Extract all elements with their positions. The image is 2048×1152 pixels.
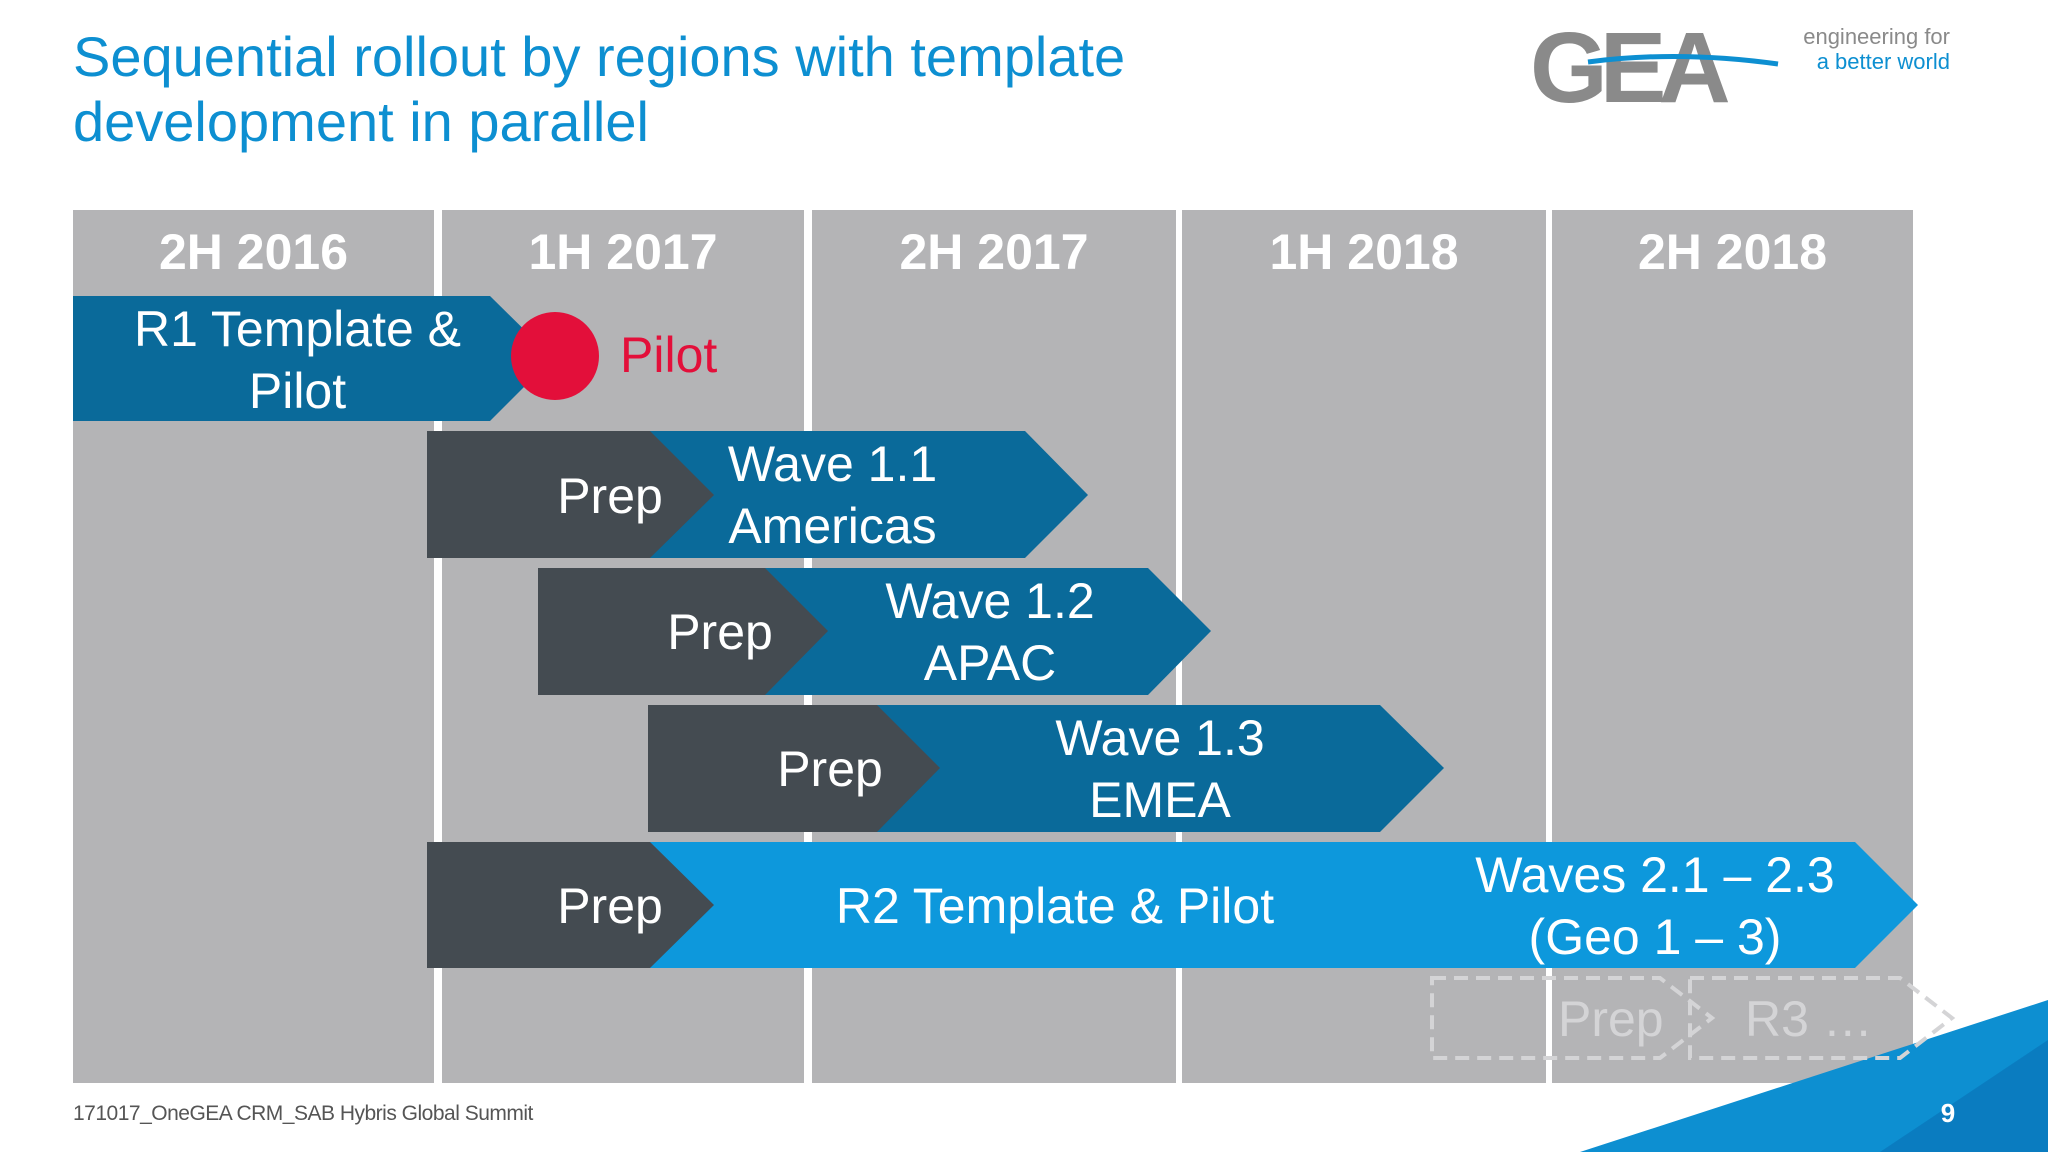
gea-logo: GEA [1530, 22, 1779, 117]
wave-1-1-prep-arrow [427, 431, 714, 558]
wave-1-1-line-2: Americas [728, 498, 937, 554]
logo-wordmark: GEA [1530, 22, 1728, 117]
tagline-line-1: engineering for [1803, 24, 1950, 49]
wave-1-3-label: Wave 1.3 EMEA [960, 707, 1360, 831]
wave-1-2-line-1: Wave 1.2 [885, 573, 1095, 629]
wave-1-3-prep-arrow [648, 705, 940, 832]
wave-1-2-prep-label: Prep [667, 604, 773, 660]
wave-1-2-arrow [765, 568, 1211, 695]
r2-prep-label: Prep [557, 878, 663, 934]
wave-1-1-line-1: Wave 1.1 [727, 436, 938, 492]
r3-prep-label: Prep [1558, 991, 1664, 1047]
wave-1-2-label: Wave 1.2 APAC [830, 570, 1150, 694]
column-header-1h-2017: 1H 2017 [528, 224, 718, 280]
r2-prep-arrow [427, 842, 714, 968]
r3-label: R3 … [1745, 991, 1873, 1047]
r2-arrow [650, 842, 1918, 968]
column-header-2h-2017: 2H 2017 [899, 224, 1089, 280]
r1-template-arrow [73, 296, 553, 421]
r1-line-2: Pilot [248, 363, 347, 419]
wave-1-2-prep-arrow [538, 568, 828, 695]
wave-1-3-arrow [877, 705, 1444, 832]
page-number: 9 [1940, 1098, 1956, 1128]
column-header-1h-2018: 1H 2018 [1269, 224, 1459, 280]
r1-template-label: R1 Template & Pilot [90, 298, 505, 422]
page-title: Sequential rollout by regions with templ… [73, 24, 1313, 154]
column-header-2h-2016: 2H 2016 [158, 224, 349, 280]
column-header-2h-2018: 2H 2018 [1637, 224, 1828, 280]
r3-ghost-arrow [1430, 976, 1956, 1060]
wave-1-1-arrow [650, 431, 1088, 558]
r1-line-1: R1 Template & [133, 301, 462, 357]
corner-decoration [1580, 1000, 2048, 1152]
pilot-dot [511, 312, 599, 400]
corner-decoration-light [1880, 1040, 2048, 1152]
title-line-1: Sequential rollout by regions with templ… [73, 25, 1126, 88]
logo-swoosh [1587, 53, 1779, 67]
footer-text: 171017_OneGEA CRM_SAB Hybris Global Summ… [73, 1102, 533, 1125]
pilot-label: Pilot [620, 327, 718, 383]
wave-1-1-prep-label: Prep [557, 468, 663, 524]
r2-waves-line-2: (Geo 1 – 3) [1528, 909, 1782, 965]
logo-tagline: engineering for a better world [1790, 24, 1950, 74]
wave-1-3-line-1: Wave 1.3 [1055, 710, 1265, 766]
r2-template-label: R2 Template & Pilot [835, 878, 1275, 934]
r2-waves-label: Waves 2.1 – 2.3 (Geo 1 – 3) [1430, 844, 1880, 968]
wave-1-1-label: Wave 1.1 Americas [680, 433, 985, 557]
wave-1-3-line-2: EMEA [1089, 772, 1231, 828]
title-line-2: development in parallel [73, 90, 649, 153]
wave-1-2-line-2: APAC [923, 635, 1057, 691]
wave-1-3-prep-label: Prep [777, 741, 883, 797]
tagline-line-2: a better world [1816, 49, 1950, 74]
r2-waves-line-1: Waves 2.1 – 2.3 [1475, 847, 1835, 903]
